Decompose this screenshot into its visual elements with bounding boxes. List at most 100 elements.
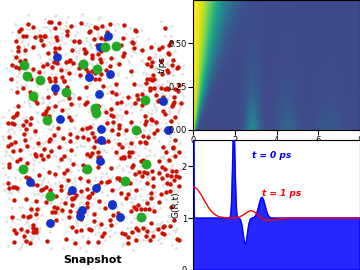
Point [23,175,29,179]
Point [103,60,109,65]
Point [117,141,122,146]
Point [83,60,89,65]
Point [175,62,181,66]
Point [168,119,174,123]
Point [58,157,64,161]
Point [95,43,100,47]
Point [148,191,154,195]
Point [108,113,114,118]
Point [18,244,24,249]
Point [98,174,104,179]
Point [93,65,99,69]
Point [80,167,86,172]
Point [82,99,88,103]
Point [16,113,22,117]
Point [130,248,135,252]
Point [108,176,114,180]
Point [85,167,90,171]
Point [28,114,34,118]
Point [74,163,80,167]
Point [129,203,135,208]
Point [66,96,71,100]
Point [14,74,20,79]
Point [92,190,98,195]
Point [102,206,108,210]
Point [93,117,99,122]
Point [52,175,58,179]
Point [168,166,174,170]
Point [98,123,104,127]
Point [102,107,108,112]
Point [96,76,102,81]
Point [72,33,77,38]
Point [133,226,139,231]
Point [173,145,179,149]
Point [52,50,58,54]
Point [137,238,143,242]
Point [148,112,154,116]
Point [134,43,139,48]
Point [150,196,156,201]
Point [83,50,89,54]
Point [131,140,136,144]
Point [128,154,134,159]
Point [133,29,139,33]
Point [133,126,139,130]
Point [127,230,133,235]
Point [67,158,73,163]
Point [59,87,64,92]
Point [105,179,111,183]
Point [113,221,119,225]
Point [82,210,88,214]
Point [173,94,179,98]
Point [94,223,100,227]
Point [71,176,77,181]
Point [157,225,163,229]
Point [121,155,127,159]
Point [21,132,27,136]
Point [28,26,33,31]
Point [104,121,110,126]
Point [22,73,28,77]
Point [84,212,90,216]
Point [40,101,45,106]
Point [108,178,114,183]
Point [72,60,78,65]
Point [14,159,19,163]
Point [6,135,12,139]
Point [54,203,59,207]
Point [55,212,61,216]
Point [138,207,144,211]
Point [45,106,51,110]
Point [16,247,22,251]
Point [182,155,188,159]
Point [44,200,49,204]
Point [52,181,58,186]
Point [45,179,51,184]
Point [48,188,53,192]
Point [165,181,170,185]
Point [78,127,84,131]
Point [166,72,171,76]
Point [90,151,96,156]
Point [76,193,81,198]
Point [123,142,129,147]
Point [2,153,8,157]
Point [91,110,96,115]
Point [140,70,145,75]
Point [11,228,17,232]
Point [38,60,44,65]
Point [125,94,131,99]
Point [150,73,156,77]
Point [46,27,51,31]
Point [161,232,167,237]
Point [141,61,147,65]
Point [17,59,23,63]
Point [167,181,172,185]
Point [122,174,128,179]
Point [74,229,80,234]
Point [143,141,149,146]
Point [86,227,92,231]
Point [167,80,172,84]
Point [105,234,111,238]
